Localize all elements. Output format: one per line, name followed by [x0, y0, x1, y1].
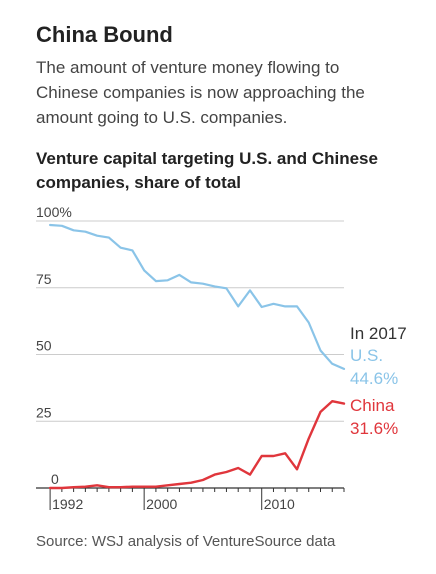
x-tick-label: 1992	[52, 496, 83, 512]
chart-title: Venture capital targeting U.S. and Chine…	[36, 149, 378, 192]
series-line-china	[48, 400, 346, 490]
x-tick-label: 2010	[264, 496, 295, 512]
annotation-us-value: 44.6%	[350, 369, 398, 388]
y-tick-label: 75	[36, 271, 52, 287]
annotation-year: In 2017	[350, 324, 407, 343]
annotation-china-name: China	[350, 396, 395, 415]
x-tick-label: 2000	[146, 496, 177, 512]
series-line-us	[48, 223, 346, 370]
y-tick-label: 0	[51, 471, 59, 487]
x-axis: 1992 2000 2010	[36, 487, 345, 512]
source-note: Source: WSJ analysis of VentureSource da…	[36, 533, 336, 550]
page-title: China Bound	[36, 22, 173, 47]
annotation-china-value: 31.6%	[350, 419, 398, 438]
annotation-us-name: U.S.	[350, 346, 383, 365]
chart-gridlines	[36, 220, 344, 422]
y-tick-label: 25	[36, 404, 52, 420]
chart-series	[48, 223, 346, 490]
page-subtitle: The amount of venture money flowing to C…	[36, 58, 365, 127]
y-tick-label: 50	[36, 338, 52, 354]
y-tick-label: 100%	[36, 204, 72, 220]
y-axis-tick-labels: 100% 75 50 25 0	[36, 204, 72, 487]
